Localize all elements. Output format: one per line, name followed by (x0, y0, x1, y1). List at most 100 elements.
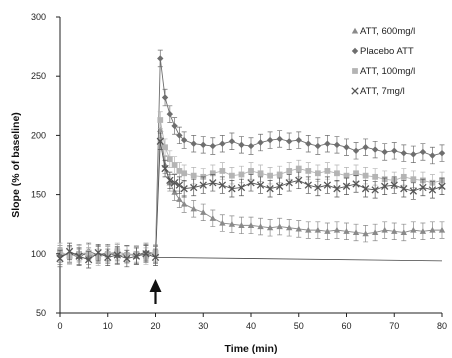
x-tick-label: 0 (57, 321, 62, 331)
legend-marker (351, 47, 359, 55)
data-point (352, 147, 360, 154)
data-point (334, 170, 340, 177)
data-point (266, 224, 274, 231)
baseline-reference-line (155, 256, 443, 262)
data-point (209, 179, 217, 187)
data-point (304, 181, 312, 189)
y-tick-label: 250 (31, 71, 46, 81)
data-point (267, 172, 273, 179)
data-point (419, 228, 427, 234)
data-point (199, 181, 207, 189)
x-ticks: 0 10 20 30 40 50 60 70 80 (57, 313, 447, 331)
data-point (200, 141, 207, 149)
data-point (286, 138, 293, 145)
x-axis-title: Time (min) (225, 343, 278, 355)
data-point (305, 226, 312, 233)
data-point (166, 110, 174, 118)
data-point (428, 186, 437, 194)
y-tick-label: 200 (31, 130, 46, 140)
data-point (228, 138, 236, 145)
data-point (238, 222, 245, 228)
data-point (343, 172, 350, 179)
data-point (275, 182, 284, 190)
data-point (323, 181, 332, 189)
data-point (371, 146, 379, 153)
data-point (56, 254, 64, 263)
data-point (381, 182, 389, 190)
data-point (75, 252, 83, 260)
data-point (157, 55, 164, 62)
data-point (176, 132, 183, 139)
data-point (400, 173, 407, 180)
data-point (362, 230, 369, 237)
data-point (314, 142, 322, 150)
data-point (314, 170, 321, 177)
x-tick-label: 10 (103, 321, 113, 331)
data-point (371, 229, 379, 236)
x-tick-label: 50 (294, 321, 304, 331)
data-point (171, 162, 178, 168)
data-point (228, 185, 236, 193)
legend-label: ATT, 600mg/l (360, 26, 415, 37)
data-point (324, 228, 331, 234)
data-point (190, 140, 197, 147)
data-point (438, 226, 446, 233)
data-point (419, 148, 427, 156)
data-point (410, 151, 417, 158)
data-point (180, 200, 188, 207)
data-point (190, 205, 197, 212)
data-point (171, 189, 178, 195)
data-point (247, 142, 255, 150)
data-point (295, 165, 302, 172)
data-point (381, 148, 388, 156)
data-point (305, 168, 312, 174)
legend-item: ATT, 7mg/l (351, 86, 405, 97)
data-point (151, 253, 160, 262)
data-point (180, 136, 188, 144)
data-point (295, 176, 303, 185)
data-point (190, 172, 197, 179)
data-point (372, 173, 379, 180)
data-point (391, 147, 398, 154)
data-point (218, 181, 227, 189)
data-point (180, 185, 188, 193)
data-point (237, 183, 246, 192)
data-point (161, 164, 169, 173)
data-point (400, 149, 407, 157)
data-point (353, 170, 359, 177)
data-point (333, 185, 341, 193)
data-point (343, 228, 350, 234)
x-tick-label: 30 (198, 321, 208, 331)
data-point (166, 176, 174, 185)
legend-marker (351, 87, 359, 95)
legend-marker (351, 27, 359, 34)
data-point (166, 156, 173, 162)
y-tick-label: 150 (31, 190, 46, 200)
data-point (209, 215, 216, 221)
data-point (104, 253, 112, 262)
data-point (171, 122, 178, 130)
data-point (409, 187, 418, 195)
data-point (162, 144, 168, 151)
series-line (59, 141, 443, 261)
data-point (257, 170, 264, 177)
data-point (247, 222, 255, 228)
data-point (94, 248, 102, 257)
y-tick-label: 100 (31, 249, 46, 259)
data-point (314, 226, 322, 233)
data-point (419, 183, 427, 192)
data-point (276, 223, 283, 230)
arrow-head (149, 279, 162, 292)
series-layer (56, 49, 446, 269)
data-point (276, 135, 283, 143)
data-point (285, 179, 293, 187)
data-point (176, 168, 183, 174)
data-point (247, 179, 255, 187)
data-point (333, 226, 341, 233)
data-point (170, 179, 179, 187)
data-point (123, 254, 131, 263)
data-point (65, 247, 74, 256)
legend-label: ATT, 100mg/l (360, 66, 415, 77)
x-tick-label: 70 (389, 321, 399, 331)
legend-label: Placebo ATT (360, 46, 414, 57)
